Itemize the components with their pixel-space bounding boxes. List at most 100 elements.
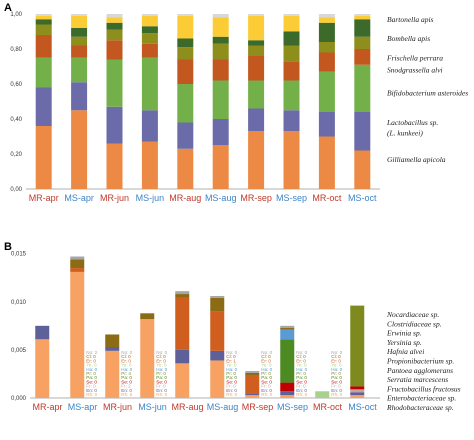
count-annotation: Pr: 4 [121, 371, 131, 376]
bar-segment-bombella-apis [283, 31, 300, 46]
legend-label-a: Lactobacillus sp. [386, 118, 438, 127]
bar-segment-frischella-perrara [283, 45, 300, 62]
bar-segment-other [318, 14, 335, 18]
y-tick-label-b: 0,015 [11, 252, 27, 258]
count-annotation: Ha: 0 [121, 367, 132, 372]
x-category-label-b: MS-sep [277, 402, 308, 412]
x-category-label-b: MR-jun [103, 402, 132, 412]
bar-segment-bombella-apis [141, 26, 158, 34]
bar-segment-bartonella-apis [354, 15, 371, 20]
count-annotation: Se: 0 [261, 379, 272, 384]
bar-segment-enterobacteriaceae-sp [105, 346, 120, 351]
count-annotation: Pa: 0 [261, 375, 272, 380]
count-annotation: Se: 0 [226, 379, 237, 384]
bar-segment-lactobacillus-sp-l-kunkeei [71, 82, 88, 111]
bar-segment-lactobacillus-sp-l-kunkeei [354, 112, 371, 151]
bar-segment-bombella-apis [177, 38, 194, 48]
count-annotation: No: 0 [261, 350, 272, 355]
count-annotation: Cl: 0 [261, 354, 271, 359]
bar-segment-enterobacteriaceae-sp [350, 392, 365, 396]
legend-label-a: Snodgrassella alvi [387, 66, 443, 75]
x-category-label-b: MS-aug [207, 402, 239, 412]
count-annotation: En: 0 [226, 388, 237, 393]
count-annotation: Rh: 0 [156, 392, 167, 397]
count-annotation: Cl: 0 [331, 354, 341, 359]
bar-segment-nocardiaceae-sp [280, 325, 295, 328]
legend-label-b: Serratia marcescens [387, 375, 448, 384]
bar-segment-bombella-apis [248, 40, 265, 46]
count-annotation: Pr: 0 [156, 371, 166, 376]
bar-segment-enterobacteriaceae-sp [175, 349, 190, 364]
bar-segment-bombella-apis [71, 28, 88, 37]
bar-segment-other [354, 14, 371, 16]
bar-segment-snodgrassella-alvi [141, 43, 158, 58]
bar-segment-hafnia-alvei [280, 329, 295, 340]
x-category-label-b: MS-apr [68, 402, 98, 412]
bar-segment-gilliamella-apicola [354, 150, 371, 189]
count-annotation: Fr: 0 [86, 384, 96, 389]
count-annotation: Er: 0 [296, 358, 306, 363]
count-annotation: Fr: 0 [331, 384, 341, 389]
stacked-bar-chart-a: 0,00 0,20 0,40 0,60 0,80 1,00 MR-apr MS-apr MR-j… [10, 12, 468, 203]
legend-label-b: Fructobacillus fructosus [386, 384, 461, 393]
bar-segment-rhodobacteraceae-sp [35, 339, 50, 398]
bar-segment-gilliamella-apicola [248, 131, 265, 189]
count-annotation: Se: 0 [121, 379, 132, 384]
legend-label-a: Bifidobacterium asteroides [387, 88, 468, 97]
bar-segment-other [248, 14, 265, 16]
bar-segment-gilliamella-apicola [106, 143, 123, 189]
count-annotation: Er: 0 [86, 358, 96, 363]
bar-segment-other [35, 14, 52, 16]
count-annotation: Cl: 0 [121, 354, 131, 359]
count-annotation: Pr: 0 [86, 371, 96, 376]
bar-segment-frischella-perrara [35, 24, 52, 35]
count-annotation: Pa: 0 [121, 375, 132, 380]
bar-segment-frischella-perrara [212, 43, 229, 60]
legend-label-a: Frischella perrara [386, 53, 443, 62]
count-annotation: Ha: 0 [331, 367, 342, 372]
bar-segment-lactobacillus-sp-l-kunkeei [35, 87, 52, 126]
bar-segment-frischella-perrara [106, 29, 123, 41]
legend-label-b: Rhodobacteraceae sp. [386, 403, 454, 412]
bar-segment-bifidobacterium-asteroides [35, 57, 52, 88]
bar-segment-gilliamella-apicola [71, 110, 88, 189]
legend-label-a: (L. kunkeei) [387, 129, 423, 138]
x-category-label-a: MR-apr [29, 193, 59, 203]
bar-segment-gilliamella-apicola [141, 141, 158, 189]
bar-segment-nocardiaceae-sp [175, 291, 190, 295]
count-annotation: Rh: 0 [296, 392, 307, 397]
bar-segment-rhodobacteraceae-sp [210, 360, 225, 398]
bar-segment-lactobacillus-sp-l-kunkeei [248, 108, 265, 132]
bar-segment-snodgrassella-alvi [177, 59, 194, 84]
bar-segment-lactobacillus-sp-l-kunkeei [106, 106, 123, 144]
bar-segment-lactobacillus-sp-l-kunkeei [141, 110, 158, 142]
count-annotation: Pa: 0 [331, 375, 342, 380]
count-annotation: Fr: 0 [296, 384, 306, 389]
bar-segment-rhodobacteraceae-sp [245, 395, 260, 398]
bar-segment-lactobacillus-sp-l-kunkeei [212, 119, 229, 146]
count-annotation: Cl: 0 [296, 354, 306, 359]
count-annotation: Se: 0 [86, 379, 97, 384]
count-annotation: No: 0 [226, 350, 237, 355]
count-annotation: Pa: 0 [226, 375, 237, 380]
y-tick-label-a: 0,20 [10, 152, 22, 158]
bar-segment-frischella-perrara [248, 45, 265, 56]
bar-segment-nocardiaceae-sp [70, 256, 85, 260]
bar-segment-bombella-apis [35, 19, 52, 25]
count-annotation: No: 0 [296, 350, 307, 355]
bar-segment-clostridiaceae-sp [140, 313, 155, 320]
count-annotation: Fr: 0 [156, 384, 166, 389]
bar-segment-clostridiaceae-sp [70, 259, 85, 269]
bar-segment-enterobacteriaceae-sp [245, 393, 260, 396]
bar-segment-enterobacteriaceae-sp [35, 325, 50, 340]
bar-segment-fructobacillus-fructosus [350, 389, 365, 393]
legend-label-b: Enterobacteriaceae sp. [386, 394, 456, 403]
bar-segment-bifidobacterium-asteroides [318, 71, 335, 112]
count-annotation: Pa: 0 [156, 375, 167, 380]
x-category-label-a: MS-apr [64, 193, 94, 203]
y-tick-label-a: 0,60 [10, 82, 22, 88]
bar-segment-snodgrassella-alvi [35, 35, 52, 58]
y-tick-label-b: 0,005 [11, 348, 27, 354]
legend-label-a: Bombella apis [387, 34, 430, 43]
